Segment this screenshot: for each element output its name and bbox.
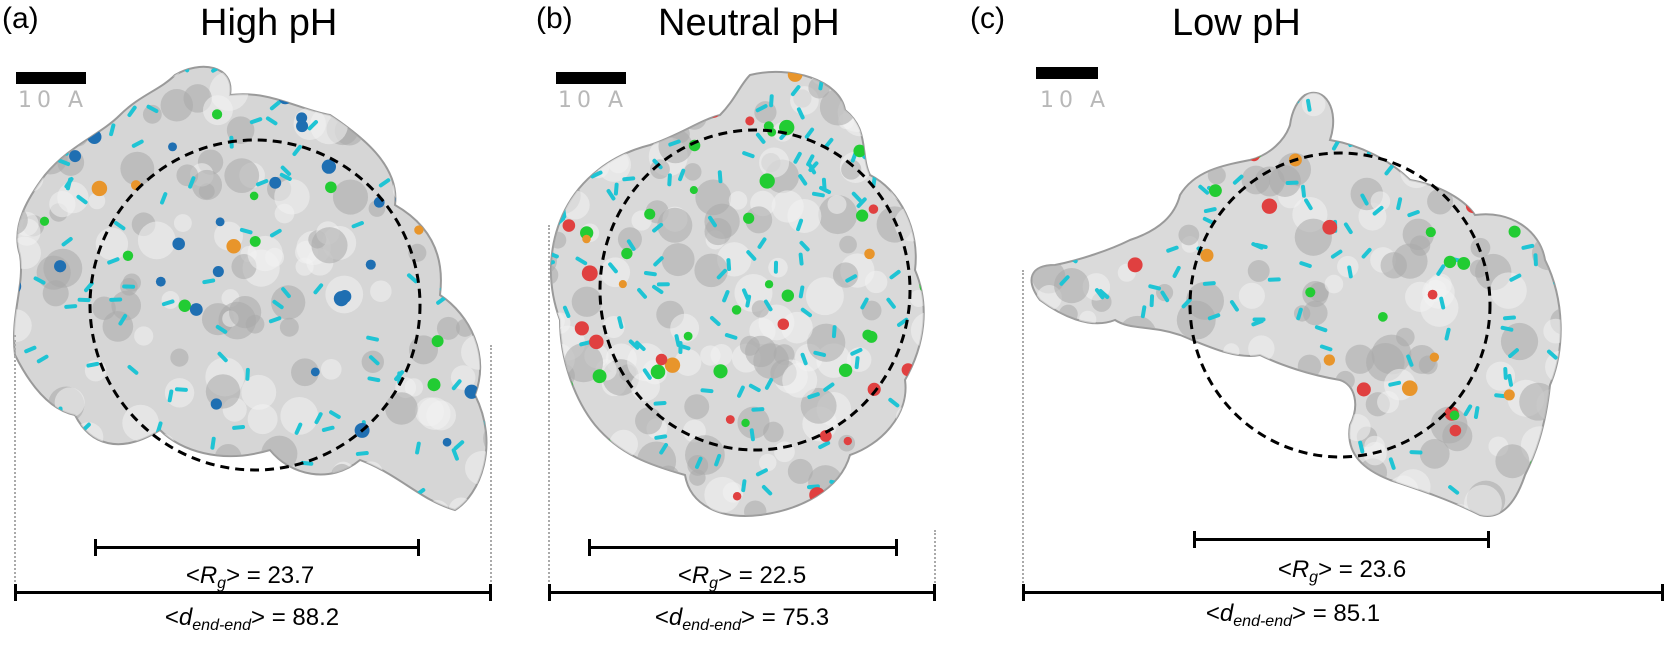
panel-title: High pH xyxy=(200,2,338,44)
end-end-value-label: <dend-end> = 88.2 xyxy=(164,604,340,634)
end-end-bar xyxy=(1022,584,1664,601)
end-end-bar xyxy=(14,584,492,601)
end-end-value-label: <dend-end> = 85.1 xyxy=(1205,600,1381,630)
rg-value-label: <Rg> = 23.7 xyxy=(185,562,315,592)
panel-title: Neutral pH xyxy=(658,2,840,44)
end-end-bar xyxy=(548,584,936,601)
scale-bar-label: 10 A xyxy=(18,88,89,113)
scale-bar-label: 10 A xyxy=(1040,88,1111,113)
end-end-guide-right xyxy=(490,345,492,590)
panel-high-ph: (a) High pH 10 A <Rg> = 23.7 <dend-end> … xyxy=(0,0,540,664)
molecule-surface xyxy=(1030,91,1562,517)
end-end-guide-left xyxy=(1022,270,1024,590)
panel-neutral-ph: (b) Neutral pH 10 A <Rg> = 22.5 <dend-en… xyxy=(536,2,936,634)
molecule-surface xyxy=(13,65,488,512)
end-end-guide-right xyxy=(934,530,936,590)
rg-bar xyxy=(1193,531,1490,548)
panel-letter: (a) xyxy=(2,2,39,35)
end-end-guide-left xyxy=(548,225,550,590)
end-end-guide-left xyxy=(14,335,16,590)
molecule-surface xyxy=(550,71,925,517)
panel-letter: (c) xyxy=(970,2,1005,35)
end-end-value-label: <dend-end> = 75.3 xyxy=(654,604,830,634)
panel-letter: (b) xyxy=(536,2,573,35)
rg-value-label: <Rg> = 23.6 xyxy=(1277,556,1407,586)
rg-bar xyxy=(94,539,420,556)
scale-bar-label: 10 A xyxy=(558,88,629,113)
scale-bar xyxy=(16,72,86,84)
scale-bar xyxy=(556,72,626,84)
rg-bar xyxy=(588,539,898,556)
panel-title: Low pH xyxy=(1172,2,1301,44)
rg-value-label: <Rg> = 22.5 xyxy=(677,562,807,592)
scale-bar xyxy=(1036,67,1098,79)
